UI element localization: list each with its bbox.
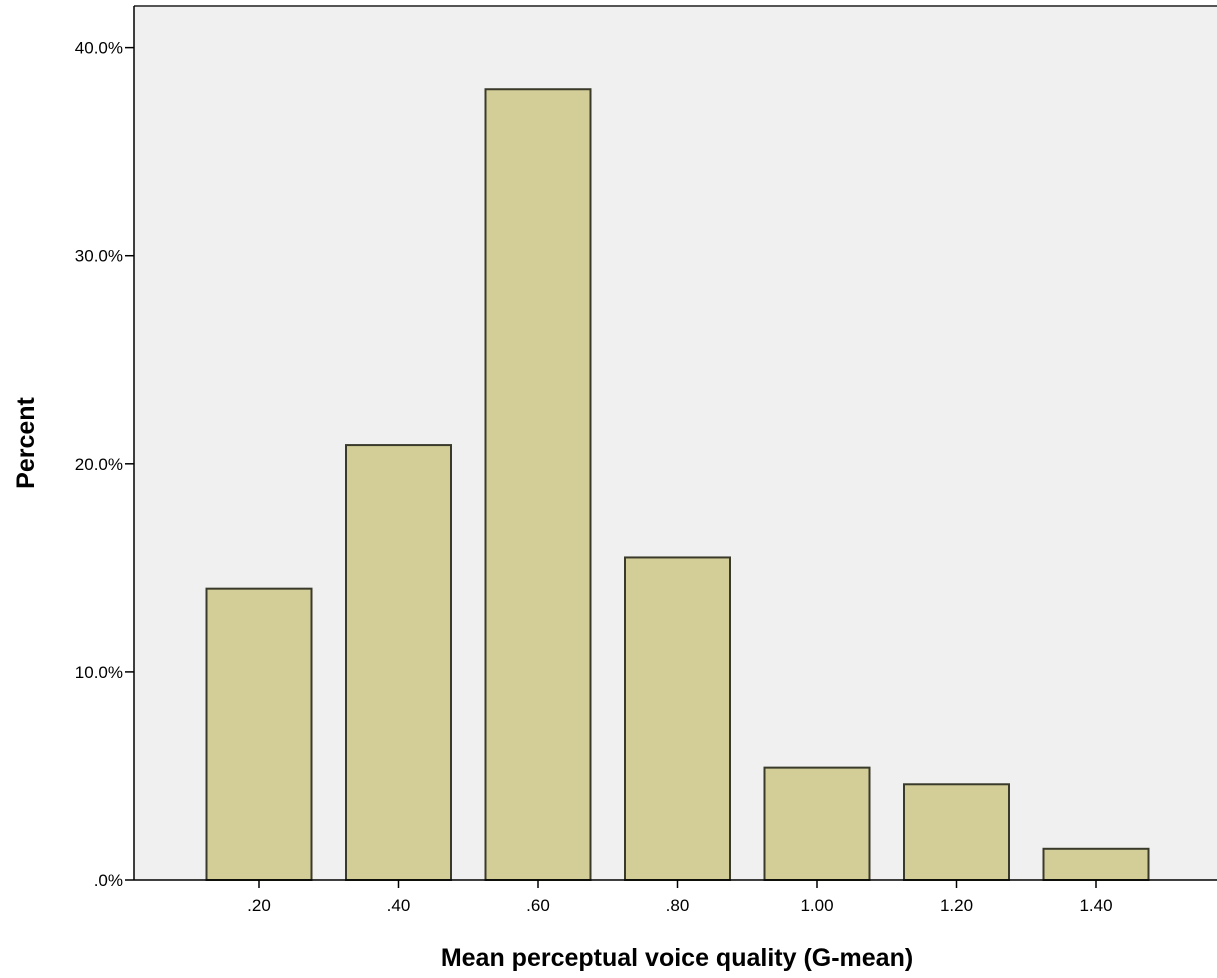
x-axis-title: Mean perceptual voice quality (G-mean) xyxy=(441,944,913,972)
x-tick-label: .60 xyxy=(526,896,550,915)
y-axis-title: Percent xyxy=(12,396,40,488)
y-tick-label: 20.0% xyxy=(75,455,123,474)
x-tick-label: 1.00 xyxy=(800,896,833,915)
y-tick-label: 40.0% xyxy=(75,39,123,58)
y-tick-label: 30.0% xyxy=(75,247,123,266)
bar xyxy=(903,783,1010,881)
x-tick-label: 1.40 xyxy=(1079,896,1112,915)
y-tick-label: .0% xyxy=(94,871,123,890)
x-ticks-group: .20 .40 .60 .80 1.00 1.20 1.40 xyxy=(247,880,1113,915)
x-tick-label: .80 xyxy=(666,896,690,915)
bar xyxy=(205,587,313,882)
bar xyxy=(624,556,731,881)
x-tick-label: .20 xyxy=(247,896,271,915)
x-tick-label: 1.20 xyxy=(940,896,973,915)
y-ticks-group: .0% 10.0% 20.0% 30.0% 40.0% xyxy=(75,39,134,890)
bar xyxy=(763,766,871,882)
bar xyxy=(345,444,452,881)
y-tick-label: 10.0% xyxy=(75,663,123,682)
x-tick-label: .40 xyxy=(387,896,411,915)
bar xyxy=(1042,847,1150,881)
bar xyxy=(484,88,592,881)
